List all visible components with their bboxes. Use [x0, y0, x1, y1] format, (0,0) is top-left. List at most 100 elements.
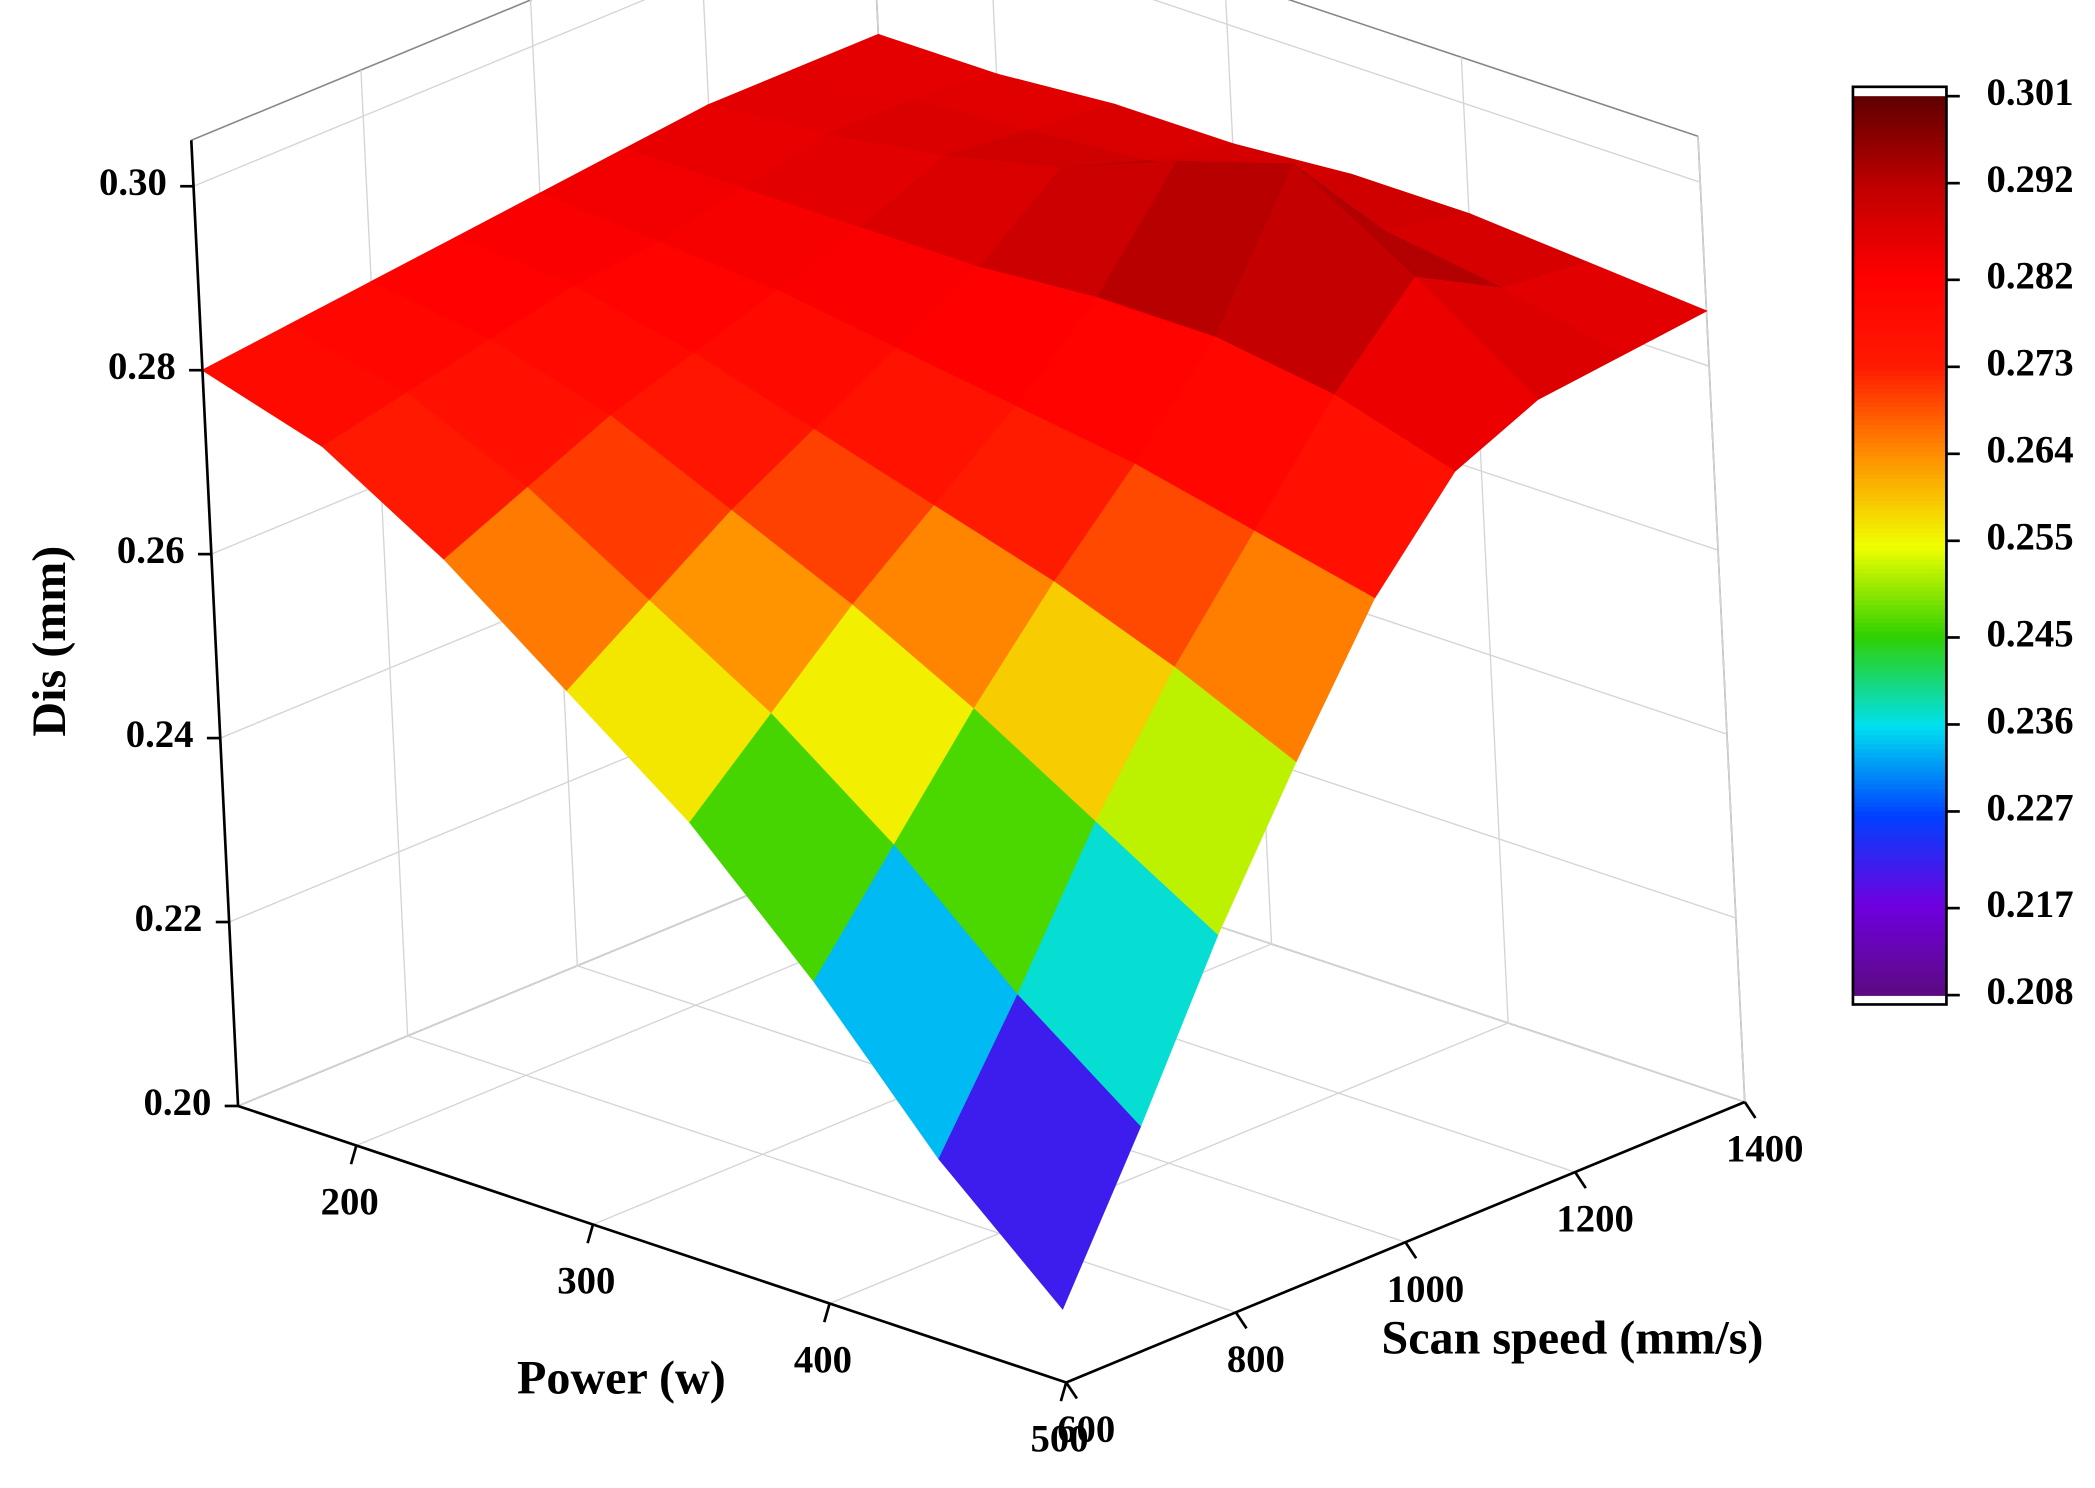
colorbar-slice: [1852, 298, 1947, 304]
colorbar-slice: [1852, 532, 1947, 538]
grid-line: [360, 70, 409, 1036]
colorbar-slice: [1852, 132, 1947, 138]
z-axis: [189, 140, 240, 1107]
colorbar-slice: [1852, 105, 1947, 111]
y-tick: [1574, 1171, 1587, 1189]
colorbar-slice: [1852, 190, 1947, 196]
colorbar-slice: [1852, 671, 1947, 677]
colorbar-slice: [1852, 595, 1947, 601]
colorbar-slice: [1852, 186, 1947, 192]
colorbar-slice: [1852, 100, 1947, 106]
colorbar-slice: [1852, 846, 1947, 853]
colorbar-slice: [1852, 631, 1947, 637]
colorbar-slice: [1852, 909, 1947, 916]
colorbar-slice: [1852, 541, 1947, 547]
colorbar-tick-label: 0.292: [1987, 158, 2074, 201]
colorbar-slice: [1852, 217, 1947, 223]
colorbar-tick-label: 0.236: [1987, 699, 2074, 742]
surface-patch: [938, 994, 1141, 1310]
z-tick-label: 0.24: [126, 713, 194, 756]
colorbar-slice: [1852, 482, 1947, 489]
colorbar-slice: [1852, 514, 1947, 520]
colorbar-tick-label: 0.245: [1987, 612, 2074, 655]
colorbar-slice: [1852, 406, 1947, 412]
colorbar-slice: [1852, 635, 1947, 641]
colorbar-slice: [1852, 240, 1947, 246]
colorbar-slice: [1852, 828, 1947, 835]
colorbar-slice: [1852, 653, 1947, 659]
x-tick: [1059, 1382, 1068, 1402]
colorbar-tick-label: 0.282: [1987, 255, 2074, 298]
colorbar-slice: [1852, 118, 1947, 124]
colorbar-slice: [1852, 963, 1947, 969]
x-axis: [237, 1104, 1067, 1384]
x-tick: [822, 1303, 831, 1323]
colorbar-slice: [1852, 905, 1947, 911]
colorbar-slice: [1852, 649, 1947, 655]
colorbar-slice: [1852, 554, 1947, 560]
colorbar-slice: [1852, 878, 1947, 884]
colorbar-slice: [1852, 604, 1947, 610]
colorbar-slice: [1852, 163, 1947, 169]
colorbar-slice: [1852, 154, 1947, 160]
colorbar-slice: [1852, 824, 1947, 830]
colorbar-slice: [1852, 563, 1947, 569]
colorbar-slice: [1852, 311, 1947, 318]
colorbar-slice: [1852, 977, 1947, 983]
colorbar-slice: [1852, 505, 1947, 511]
z-tick-label: 0.20: [144, 1081, 212, 1124]
x-tick-label: 400: [794, 1338, 852, 1381]
colorbar-slice: [1852, 658, 1947, 664]
colorbar-slice: [1852, 370, 1947, 376]
colorbar-slice: [1852, 734, 1947, 740]
colorbar-slice: [1852, 986, 1947, 992]
x-tick: [586, 1224, 595, 1244]
colorbar-slice: [1852, 365, 1947, 372]
colorbar-slice: [1852, 783, 1947, 790]
colorbar-slice: [1852, 168, 1947, 174]
colorbar-slice: [1852, 199, 1947, 205]
colorbar-slice: [1852, 626, 1947, 632]
colorbar-slice: [1852, 918, 1947, 925]
y-tick: [1234, 1311, 1248, 1330]
colorbar-slice: [1852, 478, 1947, 484]
colorbar-slice: [1852, 756, 1947, 763]
colorbar-slice: [1852, 923, 1947, 929]
colorbar-slice: [1852, 496, 1947, 502]
colorbar-slice: [1852, 343, 1947, 349]
colorbar-slice: [1852, 141, 1947, 147]
colorbar-slice: [1852, 806, 1947, 812]
colorbar-slice: [1852, 581, 1947, 587]
colorbar-slice: [1852, 707, 1947, 713]
y-tick-label: 800: [1227, 1338, 1285, 1381]
colorbar-slice: [1852, 280, 1947, 286]
colorbar-slice: [1852, 114, 1947, 120]
colorbar-slice: [1852, 950, 1947, 956]
colorbar-slice: [1852, 572, 1947, 578]
colorbar-slice: [1852, 981, 1947, 987]
colorbar-slice: [1852, 927, 1947, 933]
colorbar-slice: [1852, 356, 1947, 363]
colorbar-tick-label: 0.301: [1987, 71, 2074, 114]
colorbar-slice: [1852, 347, 1947, 354]
colorbar-slice: [1852, 936, 1947, 942]
x-tick-label: 300: [557, 1259, 615, 1302]
colorbar-slice: [1852, 810, 1947, 817]
colorbar-slice: [1852, 338, 1947, 345]
z-tick-label: 0.30: [99, 161, 167, 204]
colorbar-slice: [1852, 226, 1947, 232]
colorbar-slice: [1852, 536, 1947, 542]
colorbar-slice: [1852, 123, 1947, 129]
colorbar-slice: [1852, 887, 1947, 893]
colorbar-slice: [1852, 608, 1947, 614]
colorbar-slice: [1852, 864, 1947, 871]
colorbar-slice: [1852, 725, 1947, 731]
colorbar-slice: [1852, 275, 1947, 282]
colorbar-slice: [1852, 896, 1947, 902]
colorbar-slice: [1852, 442, 1947, 448]
colorbar-slice: [1852, 622, 1947, 628]
z-tick-label: 0.22: [135, 897, 203, 940]
colorbar-slice: [1852, 415, 1947, 421]
colorbar-slice: [1852, 689, 1947, 695]
colorbar-slice: [1852, 96, 1947, 102]
